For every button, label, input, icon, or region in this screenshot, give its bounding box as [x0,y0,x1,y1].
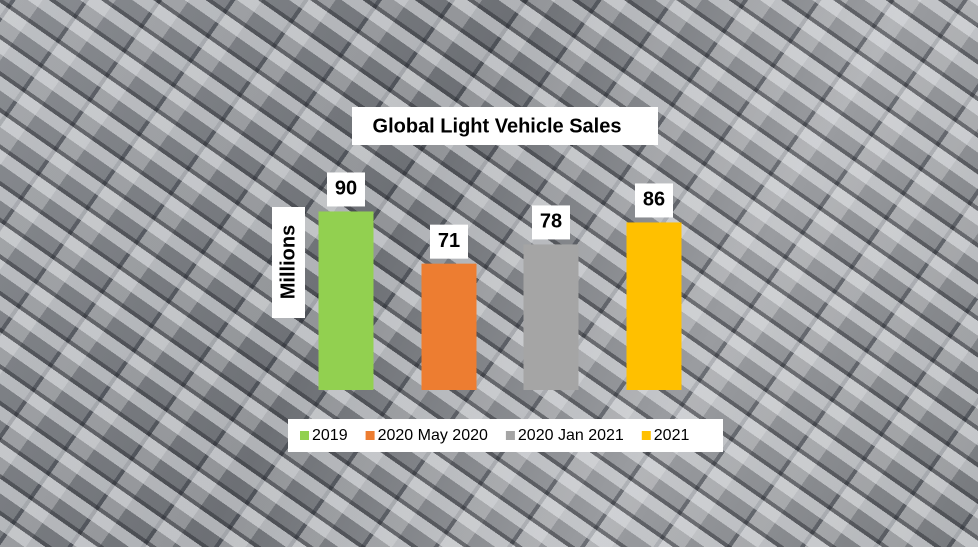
y-axis-label: Millions [277,225,299,299]
legend-swatch [505,431,515,440]
legend-swatch [365,431,375,440]
bar [318,211,374,390]
bar [421,263,477,390]
data-label-box [532,205,570,240]
data-label: 78 [540,211,562,233]
chart-title: Global Light Vehicle Sales [373,115,622,137]
data-label-box [635,183,673,218]
data-label-box [430,224,468,259]
data-label: 90 [335,178,357,200]
title-box [352,107,658,145]
legend-swatch [641,431,651,440]
legend-label: 2020 May 2020 [378,427,488,444]
legend-label: 2021 [654,427,690,444]
legend-label: 2020 Jan 2021 [518,427,624,444]
data-label-box [327,172,365,207]
data-label: 86 [643,189,665,211]
legend-label: 2019 [312,427,348,444]
data-label: 71 [438,230,460,252]
bar [626,222,682,390]
legend-swatch [300,431,309,440]
y-label-box [272,207,305,318]
bar [523,244,579,390]
